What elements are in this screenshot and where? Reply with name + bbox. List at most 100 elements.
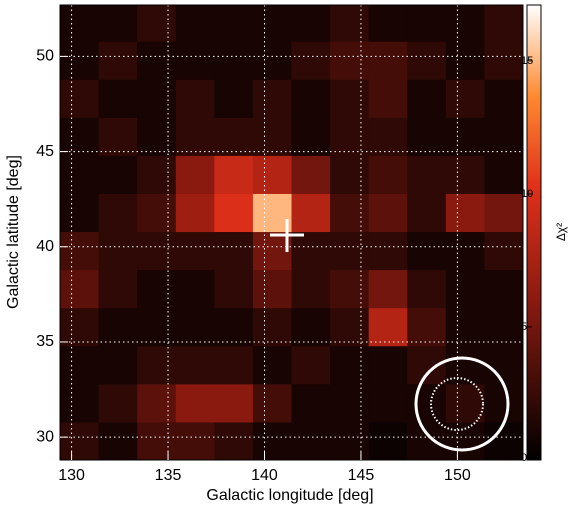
heatmap-cell — [445, 79, 485, 118]
heatmap-cell — [98, 269, 138, 309]
heatmap-cell — [98, 307, 138, 347]
heatmap-cell — [291, 5, 331, 42]
heatmap-cell — [445, 193, 485, 233]
heatmap-cell — [98, 5, 138, 42]
y-tick-label: 35 — [36, 333, 54, 350]
heatmap-cell — [407, 421, 447, 461]
heatmap-cell — [137, 345, 177, 385]
heatmap-cell — [407, 345, 447, 385]
heatmap-cell — [330, 117, 370, 156]
heatmap-cell — [175, 155, 215, 194]
heatmap-cell — [484, 269, 524, 309]
heatmap-cell — [60, 155, 100, 194]
heatmap-cell — [98, 79, 138, 118]
colorbar-tick-label: 0 — [521, 452, 527, 464]
heatmap-cell — [175, 79, 215, 118]
heatmap-cell — [291, 79, 331, 118]
heatmap-cell — [175, 5, 215, 42]
heatmap-cell — [445, 345, 485, 385]
heatmap-cell — [60, 79, 100, 118]
heatmap-cell — [214, 79, 254, 118]
heatmap-cell — [60, 5, 100, 42]
heatmap-cell — [175, 193, 215, 233]
heatmap-cell — [291, 231, 331, 271]
heatmap-cell — [98, 155, 138, 194]
heatmap-cell — [137, 383, 177, 423]
heatmap-cell — [291, 307, 331, 347]
heatmap-cell — [252, 231, 292, 271]
heatmap-cell — [98, 41, 138, 80]
heatmap-cell — [214, 383, 254, 423]
heatmap-cell — [291, 41, 331, 80]
heatmap-cell — [98, 421, 138, 461]
heatmap-cell — [330, 269, 370, 309]
heatmap-cell — [407, 155, 447, 194]
x-axis-label: Galactic longitude [deg] — [206, 487, 373, 504]
heatmap-cell — [252, 155, 292, 194]
heatmap-cell — [445, 231, 485, 271]
heatmap-cell — [175, 383, 215, 423]
psf-circle — [414, 356, 510, 452]
x-tick-label: 130 — [58, 467, 85, 484]
heatmap-cell — [214, 269, 254, 309]
heatmap-cell — [368, 79, 408, 118]
heatmap-cell — [407, 383, 447, 423]
heatmap-cell — [252, 383, 292, 423]
heatmap-cell — [368, 269, 408, 309]
heatmap-cell — [291, 155, 331, 194]
heatmap-cell — [137, 193, 177, 233]
heatmap-cell — [252, 193, 292, 233]
heatmap-cell — [330, 155, 370, 194]
heatmap-cell — [368, 193, 408, 233]
x-tick-label: 135 — [155, 467, 182, 484]
heatmap-cell — [175, 117, 215, 156]
heatmap-cell — [60, 117, 100, 156]
x-tick-label: 150 — [444, 467, 471, 484]
heatmap-cell — [137, 155, 177, 194]
y-axis-label: Galactic latitude [deg] — [5, 155, 22, 309]
heatmap-cell — [214, 5, 254, 42]
heatmap-cell — [484, 41, 524, 80]
heatmap-cell — [291, 193, 331, 233]
annotations — [270, 219, 510, 452]
heatmap-cell — [60, 231, 100, 271]
heatmap-cell — [291, 383, 331, 423]
y-tick-label: 45 — [36, 143, 54, 160]
heatmap-cell — [445, 5, 485, 42]
heatmap-cell — [175, 231, 215, 271]
heatmap-cell — [60, 41, 100, 80]
heatmap-cell — [98, 231, 138, 271]
heatmap-cell — [98, 193, 138, 233]
heatmap-cell — [175, 269, 215, 309]
heatmap-cell — [214, 421, 254, 461]
heatmap-cell — [137, 5, 177, 42]
heatmap-cell — [407, 41, 447, 80]
heatmap-cell — [252, 79, 292, 118]
heatmap-cell — [445, 307, 485, 347]
heatmap-cell — [368, 5, 408, 42]
heatmap-cell — [60, 269, 100, 309]
heatmap-cell — [252, 307, 292, 347]
heatmap-cell — [484, 231, 524, 271]
heatmap-cell — [175, 307, 215, 347]
heatmap-cell — [484, 383, 524, 423]
colorbar — [526, 4, 542, 461]
heatmap-cell — [214, 193, 254, 233]
heatmap-cell — [368, 117, 408, 156]
heatmap-cell — [60, 307, 100, 347]
y-tick-label: 30 — [36, 428, 54, 445]
colorbar-label: Δχ² — [554, 223, 568, 241]
heatmap-cell — [368, 155, 408, 194]
heatmap-cell — [291, 421, 331, 461]
heatmap-cell — [445, 155, 485, 194]
heatmap-cell — [445, 269, 485, 309]
heatmap-cell — [407, 117, 447, 156]
heatmap-cell — [137, 421, 177, 461]
heatmap-cell — [484, 307, 524, 347]
heatmap-cell — [291, 269, 331, 309]
heatmap-cell — [137, 41, 177, 80]
heatmap-cell — [214, 41, 254, 80]
heatmap-cell — [407, 269, 447, 309]
heatmap-cell — [252, 421, 292, 461]
